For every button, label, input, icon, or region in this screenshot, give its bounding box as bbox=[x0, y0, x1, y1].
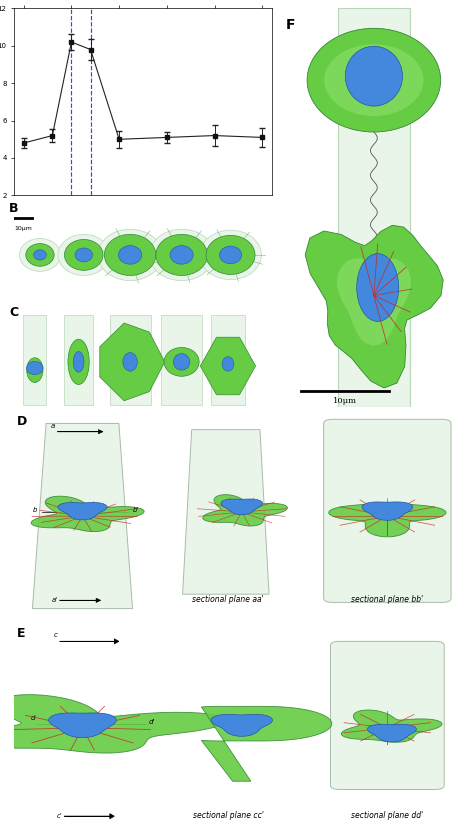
Polygon shape bbox=[203, 495, 287, 526]
Ellipse shape bbox=[68, 339, 89, 384]
FancyBboxPatch shape bbox=[330, 641, 444, 789]
Text: C: C bbox=[9, 306, 18, 320]
Text: 10μm: 10μm bbox=[14, 227, 32, 231]
Polygon shape bbox=[201, 337, 255, 395]
FancyBboxPatch shape bbox=[337, 8, 410, 407]
FancyBboxPatch shape bbox=[161, 315, 202, 405]
Circle shape bbox=[200, 230, 262, 279]
FancyArrow shape bbox=[60, 598, 100, 602]
Text: F: F bbox=[286, 18, 296, 33]
Text: b: b bbox=[33, 507, 37, 513]
Circle shape bbox=[64, 239, 103, 270]
Polygon shape bbox=[201, 706, 332, 781]
Text: B: B bbox=[9, 202, 18, 216]
Polygon shape bbox=[49, 713, 116, 737]
Text: sectional plane cc': sectional plane cc' bbox=[192, 811, 264, 821]
Polygon shape bbox=[58, 503, 107, 520]
Circle shape bbox=[118, 246, 142, 264]
FancyBboxPatch shape bbox=[64, 315, 93, 405]
Text: sectional plane dd': sectional plane dd' bbox=[351, 811, 423, 821]
FancyArrow shape bbox=[57, 430, 103, 434]
Circle shape bbox=[206, 236, 255, 274]
Circle shape bbox=[156, 234, 208, 275]
Text: a': a' bbox=[52, 597, 58, 603]
Text: d: d bbox=[30, 715, 35, 721]
Polygon shape bbox=[0, 695, 227, 753]
FancyBboxPatch shape bbox=[23, 315, 46, 405]
Text: c': c' bbox=[57, 813, 63, 819]
Circle shape bbox=[26, 243, 54, 266]
Circle shape bbox=[19, 238, 61, 271]
Text: d': d' bbox=[148, 719, 155, 725]
Ellipse shape bbox=[324, 44, 423, 116]
Text: a: a bbox=[51, 423, 55, 429]
Circle shape bbox=[149, 229, 214, 280]
Ellipse shape bbox=[357, 253, 399, 321]
Ellipse shape bbox=[222, 357, 234, 371]
Circle shape bbox=[98, 229, 162, 280]
Ellipse shape bbox=[345, 46, 402, 106]
Text: E: E bbox=[17, 627, 25, 640]
Text: sectional plane aa': sectional plane aa' bbox=[192, 596, 264, 604]
Polygon shape bbox=[329, 503, 446, 537]
Circle shape bbox=[34, 250, 46, 260]
Text: sectional plane bb': sectional plane bb' bbox=[351, 596, 423, 604]
Text: D: D bbox=[17, 415, 27, 428]
Circle shape bbox=[104, 234, 156, 275]
FancyArrow shape bbox=[60, 638, 119, 644]
FancyBboxPatch shape bbox=[211, 315, 245, 405]
Polygon shape bbox=[367, 724, 416, 742]
Polygon shape bbox=[31, 496, 144, 532]
FancyBboxPatch shape bbox=[324, 420, 451, 602]
Ellipse shape bbox=[73, 352, 84, 373]
Polygon shape bbox=[305, 226, 443, 388]
Circle shape bbox=[170, 246, 193, 264]
Circle shape bbox=[27, 362, 43, 375]
Ellipse shape bbox=[123, 352, 137, 371]
Ellipse shape bbox=[173, 354, 190, 370]
Ellipse shape bbox=[164, 347, 199, 376]
Polygon shape bbox=[211, 714, 273, 737]
Polygon shape bbox=[182, 430, 269, 594]
Ellipse shape bbox=[307, 29, 441, 132]
FancyArrow shape bbox=[64, 814, 114, 819]
Polygon shape bbox=[32, 424, 133, 608]
Polygon shape bbox=[362, 502, 413, 520]
Polygon shape bbox=[100, 323, 165, 401]
Circle shape bbox=[75, 248, 92, 262]
Circle shape bbox=[58, 234, 109, 275]
Text: b': b' bbox=[133, 507, 139, 513]
Polygon shape bbox=[337, 258, 411, 346]
Polygon shape bbox=[341, 710, 442, 743]
Text: 10μm: 10μm bbox=[333, 397, 357, 405]
Ellipse shape bbox=[27, 357, 43, 383]
Circle shape bbox=[219, 246, 242, 263]
Text: c: c bbox=[53, 633, 57, 638]
Polygon shape bbox=[221, 499, 263, 514]
FancyBboxPatch shape bbox=[109, 315, 151, 405]
